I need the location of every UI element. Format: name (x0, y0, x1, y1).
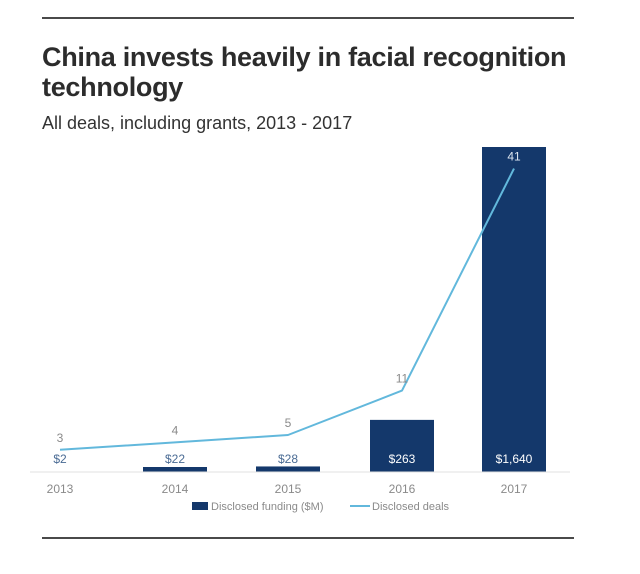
chart-subtitle: All deals, including grants, 2013 - 2017 (42, 113, 353, 133)
x-tick-2014: 2014 (162, 482, 189, 496)
x-tick-2013: 2013 (47, 482, 74, 496)
legend-bar-label: Disclosed funding ($M) (211, 501, 324, 513)
chart-title: China invests heavily in facial recognit… (42, 42, 567, 102)
legend: Disclosed funding ($M) Disclosed deals (192, 501, 450, 513)
deal-count-label-2015: 5 (285, 416, 292, 430)
bar-2014 (143, 467, 207, 472)
bar-value-label-2014: $22 (165, 452, 185, 466)
deals-point-labels: 3 4 5 11 41 (57, 150, 521, 445)
bar-2016 (370, 419, 434, 472)
bar-value-label-2016: $263 (389, 452, 416, 466)
funding-bar-labels: $2 $22 $28 $263 $1,640 (53, 452, 532, 466)
bar-2015 (256, 466, 320, 472)
bar-value-label-2017: $1,640 (496, 452, 533, 466)
legend-bar-swatch (192, 502, 208, 510)
bottom-rule (42, 537, 574, 539)
deals-line-series (59, 168, 515, 451)
bar-value-label-2015: $28 (278, 452, 298, 466)
funding-bars (143, 147, 546, 472)
top-rule (42, 17, 574, 19)
x-tick-2017: 2017 (501, 482, 528, 496)
deal-count-label-2014: 4 (172, 423, 179, 437)
x-tick-2015: 2015 (275, 482, 302, 496)
legend-line-label: Disclosed deals (372, 501, 450, 513)
x-axis-tick-labels: 2013 2014 2015 2016 2017 (47, 482, 528, 496)
x-tick-2016: 2016 (389, 482, 416, 496)
bar-value-label-2013: $2 (53, 452, 67, 466)
deal-count-label-2013: 3 (57, 431, 64, 445)
bar-2017 (482, 147, 546, 472)
deals-line (59, 168, 515, 451)
deal-count-label-2017: 41 (507, 150, 521, 164)
deal-count-label-2016: 11 (396, 372, 409, 386)
